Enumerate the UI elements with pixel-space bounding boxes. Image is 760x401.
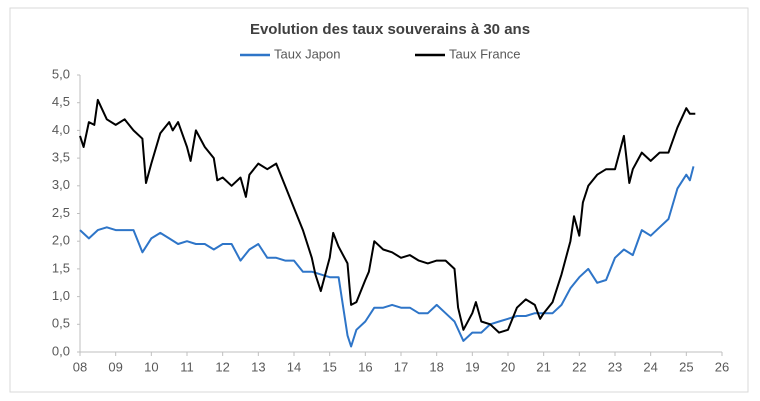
legend-label: Taux France — [449, 46, 521, 61]
x-tick-label: 19 — [465, 359, 479, 374]
y-tick-label: 2,0 — [52, 233, 70, 248]
x-tick-label: 15 — [322, 359, 336, 374]
x-tick-label: 24 — [643, 359, 657, 374]
chart-frame — [9, 7, 749, 393]
chart-title: Evolution des taux souverains à 30 ans — [250, 21, 530, 38]
x-tick-label: 17 — [394, 359, 408, 374]
legend-label: Taux Japon — [274, 46, 341, 61]
x-tick-label: 21 — [536, 359, 550, 374]
x-tick-label: 10 — [144, 359, 158, 374]
x-tick-label: 13 — [251, 359, 265, 374]
x-tick-label: 23 — [608, 359, 622, 374]
y-tick-label: 1,5 — [52, 260, 70, 275]
x-tick-label: 25 — [679, 359, 693, 374]
y-tick-label: 3,5 — [52, 150, 70, 165]
x-tick-label: 12 — [215, 359, 229, 374]
y-tick-label: 1,0 — [52, 288, 70, 303]
y-tick-label: 0,0 — [52, 343, 70, 358]
x-tick-label: 22 — [572, 359, 586, 374]
x-tick-label: 18 — [429, 359, 443, 374]
series-line — [79, 166, 695, 348]
x-tick-label: 16 — [358, 359, 372, 374]
y-tick-label: 4,5 — [52, 94, 70, 109]
y-tick-label: 0,5 — [52, 316, 70, 331]
y-tick-label: 5,0 — [52, 66, 70, 81]
x-tick-label: 11 — [180, 359, 194, 374]
series-line — [79, 98, 696, 334]
y-tick-label: 2,5 — [52, 205, 70, 220]
y-tick-label: 3,0 — [52, 177, 70, 192]
x-tick-label: 20 — [501, 359, 515, 374]
y-tick-label: 4,0 — [52, 122, 70, 137]
x-tick-label: 26 — [715, 359, 729, 374]
x-tick-label: 08 — [73, 359, 87, 374]
x-tick-label: 14 — [287, 359, 301, 374]
x-tick-label: 09 — [108, 359, 122, 374]
